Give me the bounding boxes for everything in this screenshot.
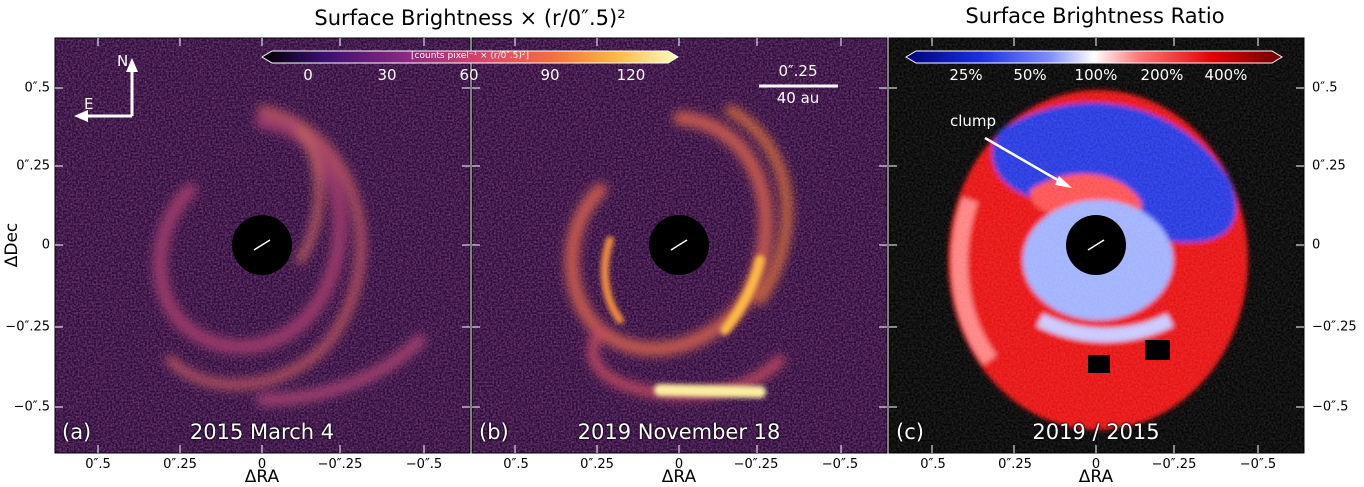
xa-tick-4: −0″.5: [405, 457, 443, 472]
xc-tick-4: −0″.5: [1239, 457, 1277, 472]
compass-east-label: E: [84, 95, 94, 113]
panel-c-caption: 2019 / 2015: [1032, 420, 1160, 444]
panel-b-image: [472, 38, 887, 453]
yr-tick-4: −0″.5: [1312, 399, 1349, 415]
xb-tick-3: −0″.25: [733, 457, 779, 472]
cb-r-tick-4: 400%: [1204, 66, 1248, 84]
cb-r-tick-2: 100%: [1074, 66, 1118, 84]
yl-tick-4: −0″.5: [13, 399, 50, 415]
xc-tick-2: 0: [1091, 457, 1101, 472]
mask-c: [1066, 215, 1126, 275]
xlabel-a: ΔRA: [244, 467, 280, 487]
xb-tick-0: 0″.5: [503, 457, 529, 472]
cb-b-tick-0: 0: [303, 66, 313, 84]
yl-tick-1: 0″.25: [16, 158, 50, 174]
colorbar-brightness-label: [counts pixel⁻¹ × (r/0″.5)²]: [411, 51, 529, 61]
cb-b-tick-4: 120: [616, 66, 646, 84]
mask-b: [649, 215, 709, 275]
xa-tick-2: 0: [257, 457, 267, 472]
xlabel-c: ΔRA: [1078, 467, 1114, 487]
scalebar-angular: 0″.25: [778, 62, 818, 80]
compass-north-label: N: [117, 52, 129, 70]
xa-tick-1: 0″.25: [163, 457, 197, 472]
yr-tick-2: 0: [1312, 237, 1321, 253]
xc-tick-0: 0″.5: [920, 457, 946, 472]
scalebar-physical: 40 au: [776, 89, 820, 107]
cb-r-tick-0: 25%: [949, 66, 983, 84]
title-left: Surface Brightness × (r/0″.5)²: [314, 6, 626, 30]
clump-label: clump: [950, 112, 997, 130]
xa-tick-0: 0″.5: [85, 457, 111, 472]
yl-tick-2: 0: [41, 237, 50, 253]
colorbar-ratio: [905, 50, 1283, 64]
compass-arrows: [74, 58, 138, 122]
xc-tick-3: −0″.25: [1151, 457, 1197, 472]
panel-b-caption: 2019 November 18: [577, 420, 781, 444]
panel-a-caption: 2015 March 4: [189, 420, 335, 444]
tick-marks: [55, 38, 1304, 453]
panel-c-tag: (c): [896, 420, 924, 444]
xa-tick-3: −0″.25: [317, 457, 363, 472]
title-right: Surface Brightness Ratio: [965, 4, 1225, 28]
cb-b-tick-3: 90: [540, 66, 560, 84]
yr-tick-3: −0″.25: [1312, 319, 1357, 335]
cb-r-tick-1: 50%: [1013, 66, 1047, 84]
clump-arrow: [984, 136, 1072, 188]
panel-b-tag: (b): [479, 420, 509, 444]
xc-tick-1: 0″.25: [998, 457, 1032, 472]
xlabel-b: ΔRA: [661, 467, 697, 487]
yl-tick-0: 0″.5: [24, 80, 50, 96]
yr-tick-1: 0″.25: [1312, 158, 1346, 174]
cb-b-tick-1: 30: [377, 66, 397, 84]
yr-tick-0: 0″.5: [1312, 80, 1338, 96]
xb-tick-2: 0: [674, 457, 684, 472]
colorbar-brightness: [261, 50, 679, 64]
panel-c-image: [889, 38, 1304, 453]
ylabel: ΔDec: [2, 222, 22, 268]
cb-r-tick-3: 200%: [1140, 66, 1184, 84]
xb-tick-4: −0″.5: [821, 457, 859, 472]
mask-a: [232, 215, 292, 275]
cb-b-tick-2: 60: [459, 66, 479, 84]
panel-a-tag: (a): [62, 420, 92, 444]
xb-tick-1: 0″.25: [580, 457, 614, 472]
yl-tick-3: −0″.25: [5, 319, 50, 335]
